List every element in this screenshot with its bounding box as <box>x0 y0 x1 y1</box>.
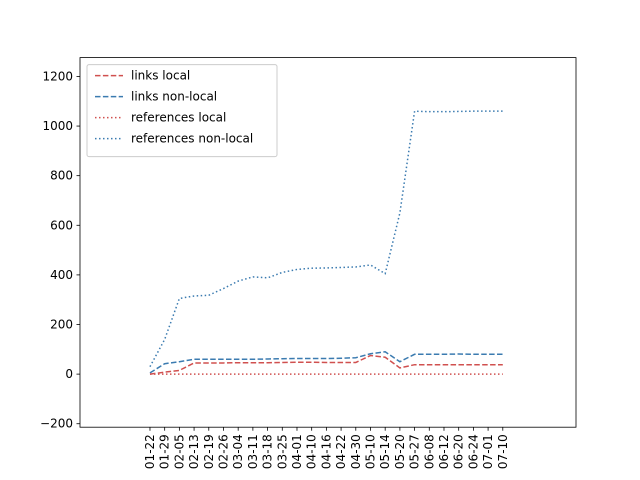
y-tick-label: −200 <box>40 417 73 431</box>
x-tick-label: 06-08 <box>422 434 436 469</box>
y-tick-label: 800 <box>50 169 73 183</box>
x-tick-label: 05-27 <box>408 434 422 469</box>
series-line <box>149 110 503 368</box>
x-tick-label: 03-18 <box>261 434 275 469</box>
y-tick-label: 400 <box>50 268 73 282</box>
x-tick-label: 06-24 <box>466 434 480 469</box>
x-tick-label: 02-05 <box>172 434 186 469</box>
legend-box <box>86 64 278 158</box>
x-tick-label: 05-20 <box>393 434 407 469</box>
x-tick-label: 03-25 <box>275 434 289 469</box>
x-tick-label: 06-12 <box>437 434 451 469</box>
legend-label: references local <box>131 111 226 125</box>
x-tick-label: 07-01 <box>481 434 495 469</box>
legend-label: references non-local <box>131 132 253 146</box>
x-tick-label: 05-14 <box>378 434 392 469</box>
y-tick-label: 1000 <box>42 119 73 133</box>
legend-label: links local <box>131 69 190 83</box>
x-tick-label: 02-26 <box>216 434 230 469</box>
x-tick-label: 07-10 <box>496 434 510 469</box>
series-line <box>149 354 503 375</box>
y-tick-label: 200 <box>50 318 73 332</box>
y-tick-label: 1200 <box>42 69 73 83</box>
legend: links local links non-local references loc… <box>86 64 278 158</box>
x-tick-label: 02-13 <box>187 434 201 469</box>
y-tick-label: 0 <box>65 367 73 381</box>
x-tick-label: 04-10 <box>305 434 319 469</box>
x-tick-label: 04-16 <box>319 434 333 469</box>
series-line <box>149 351 503 374</box>
x-tick-label: 04-30 <box>349 434 363 469</box>
x-tick-label: 06-20 <box>452 434 466 469</box>
x-tick-label: 04-22 <box>334 434 348 469</box>
legend-label: links non-local <box>131 90 217 104</box>
y-tick-label: 600 <box>50 218 73 232</box>
x-tick-label: 01-22 <box>143 434 157 469</box>
x-tick-label: 04-01 <box>290 434 304 469</box>
x-tick-label: 03-11 <box>246 434 260 469</box>
x-tick-label: 01-29 <box>158 434 172 469</box>
axes-frame <box>79 57 577 428</box>
x-tick-label: 02-19 <box>202 434 216 469</box>
x-tick-label: 05-10 <box>363 434 377 469</box>
x-tick-label: 03-04 <box>231 434 245 469</box>
